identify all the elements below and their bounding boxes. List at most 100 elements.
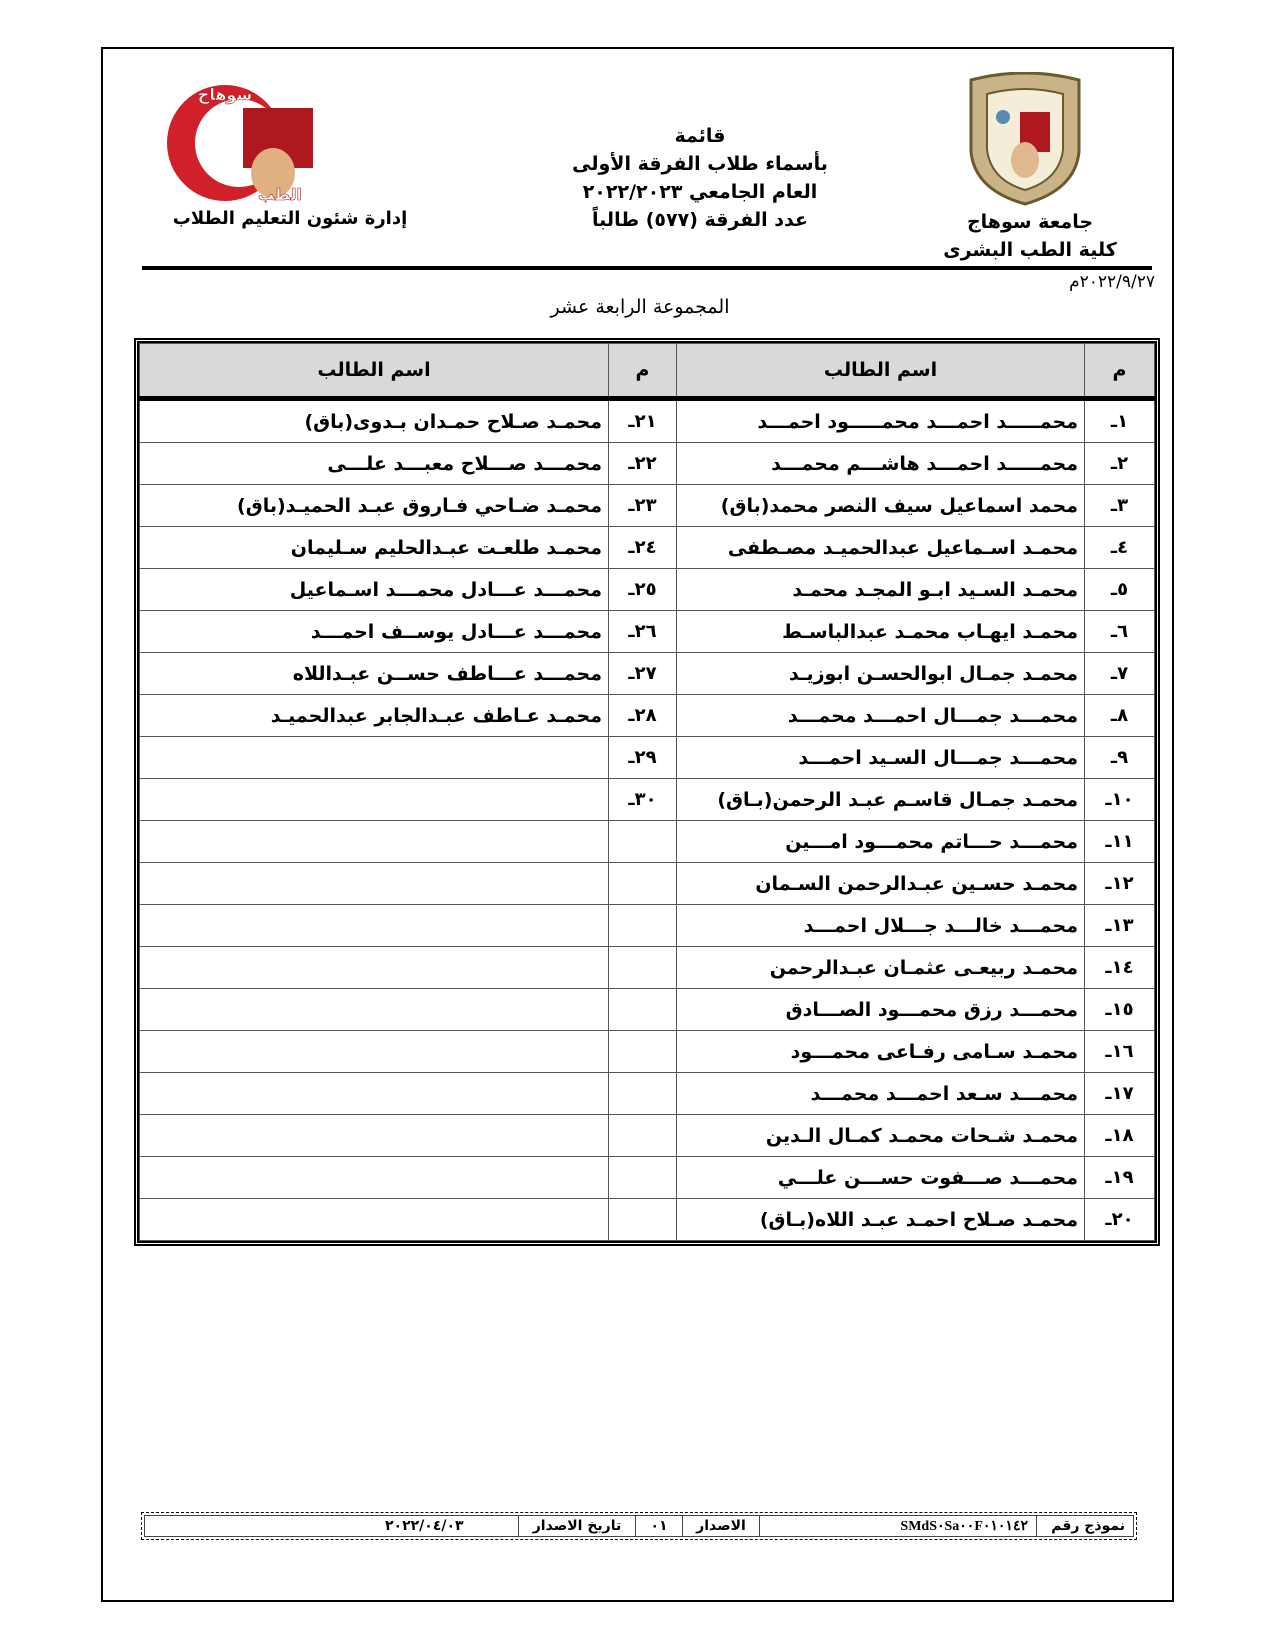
university-seal bbox=[965, 72, 1085, 208]
student-name: محمـــد جمـــال السـيد احمـــد bbox=[676, 736, 1085, 779]
form-footer: نموذج رقم SMdS٠Sa٠٠F٠١٠١٤٢ الاصدار ٠١ تا… bbox=[141, 1512, 1137, 1540]
page-border bbox=[101, 47, 1174, 1602]
student-number: ١٠ـ bbox=[1084, 778, 1155, 821]
table-row: ١١ـ محمـــد حـــاتم محمـــود امـــين bbox=[139, 820, 1155, 863]
student-number bbox=[608, 862, 677, 905]
title-line: العام الجامعي ٢٠٢٢/٢٠٢٣ bbox=[582, 181, 818, 203]
student-number: ١ـ bbox=[1084, 398, 1155, 443]
form-number: SMdS٠Sa٠٠F٠١٠١٤٢ bbox=[759, 1515, 1037, 1537]
department-name: إدارة شئون التعليم الطلاب bbox=[172, 208, 408, 229]
issue-number: ٠١ bbox=[635, 1515, 683, 1537]
student-name: محمـد ايهـاب محمـد عبدالباسـط bbox=[676, 610, 1085, 653]
student-number bbox=[608, 820, 677, 863]
student-number: ٣ـ bbox=[1084, 484, 1155, 527]
student-name: محمـــــد احمـــد هاشـــم محمـــد bbox=[676, 442, 1085, 485]
student-number: ١٢ـ bbox=[1084, 862, 1155, 905]
student-name: محمـد جمـال ابوالحسـن ابوزيـد bbox=[676, 652, 1085, 695]
student-number: ٣٠ـ bbox=[608, 778, 677, 821]
issue-date: ٢٠٢٢/٠٤/٠٣ bbox=[144, 1515, 519, 1537]
student-number: ١٨ـ bbox=[1084, 1114, 1155, 1157]
student-number: ٢ـ bbox=[1084, 442, 1155, 485]
student-number bbox=[608, 1156, 677, 1199]
student-name: محمـــد جمـــال احمـــد محمـــد bbox=[676, 694, 1085, 737]
student-number: ١١ـ bbox=[1084, 820, 1155, 863]
student-number bbox=[608, 946, 677, 989]
student-name bbox=[139, 1114, 609, 1157]
table-row: ١٨ـ محمـد شـحات محمـد كمـال الـدين bbox=[139, 1114, 1155, 1157]
student-number: ١٧ـ bbox=[1084, 1072, 1155, 1115]
student-name bbox=[139, 946, 609, 989]
form-number-label: نموذج رقم bbox=[1036, 1515, 1134, 1537]
student-name bbox=[139, 1030, 609, 1073]
student-name: محمـــد عـــادل محمـــد اسـماعيل bbox=[139, 568, 609, 611]
table-row: ٨ـ محمـــد جمـــال احمـــد محمـــد ٢٨ـ محمـ… bbox=[139, 694, 1155, 737]
student-name: محمـــد رزق محمـــود الصـــادق bbox=[676, 988, 1085, 1031]
student-name: محمـــد عـــاطف حســن عبـداللاه bbox=[139, 652, 609, 695]
student-number bbox=[608, 1198, 677, 1241]
student-name: محمـــــد احمـــد محمـــــود احمـــد bbox=[676, 398, 1085, 443]
table-row: ٥ـ محمـد السـيد ابـو المجـد محمـد ٢٥ـ محمــ… bbox=[139, 568, 1155, 611]
student-name: محمـد ربيعـى عثمـان عبـدالرحمن bbox=[676, 946, 1085, 989]
student-number: ١٣ـ bbox=[1084, 904, 1155, 947]
student-name bbox=[139, 820, 609, 863]
student-name: محمـد عـاطف عبـدالجابر عبدالحميـد bbox=[139, 694, 609, 737]
document-date: ٢٠٢٢/٩/٢٧م bbox=[1069, 272, 1155, 292]
table-row: ١٠ـ محمـد جمـال قاسـم عبـد الرحمن(بـاق) ٣٠… bbox=[139, 778, 1155, 821]
student-number: ٢٢ـ bbox=[608, 442, 677, 485]
student-number: ٢٩ـ bbox=[608, 736, 677, 779]
student-name: محمـد ضـاحي فـاروق عبـد الحميـد(باق) bbox=[139, 484, 609, 527]
student-name: محمد اسماعيل سيف النصر محمد(باق) bbox=[676, 484, 1085, 527]
table-row: ٢٠ـ محمـد صـلاح احمـد عبـد اللاه(بـاق) bbox=[139, 1198, 1155, 1241]
student-name bbox=[139, 778, 609, 821]
student-number: ٢٠ـ bbox=[1084, 1198, 1155, 1241]
issue-label: الاصدار bbox=[682, 1515, 760, 1537]
table-row: ١٥ـ محمـــد رزق محمـــود الصـــادق bbox=[139, 988, 1155, 1031]
student-number: ٢٤ـ bbox=[608, 526, 677, 569]
student-number: ٢٨ـ bbox=[608, 694, 677, 737]
issue-date-label: تاريخ الاصدار bbox=[518, 1515, 636, 1537]
student-number: ٧ـ bbox=[1084, 652, 1155, 695]
student-name: محمـد طلعـت عبـدالحليم سـليمان bbox=[139, 526, 609, 569]
student-number: ٥ـ bbox=[1084, 568, 1155, 611]
student-number bbox=[608, 904, 677, 947]
student-name: محمـد السـيد ابـو المجـد محمـد bbox=[676, 568, 1085, 611]
table-row: ١٣ـ محمـــد خالـــد جـــلال احمـــد bbox=[139, 904, 1155, 947]
student-number: ٢٥ـ bbox=[608, 568, 677, 611]
student-name: محمـد صـلاح احمـد عبـد اللاه(بـاق) bbox=[676, 1198, 1085, 1241]
student-name: محمـــد صـــفوت حســـن علـــي bbox=[676, 1156, 1085, 1199]
document-title: قائمة بأسماء طلاب الفرقة الأولى العام ال… bbox=[440, 122, 960, 234]
column-header-name: اسم الطالب bbox=[139, 343, 609, 401]
student-number bbox=[608, 988, 677, 1031]
student-name: محمـد سـامى رفـاعى محمـــود bbox=[676, 1030, 1085, 1073]
student-number: ٩ـ bbox=[1084, 736, 1155, 779]
student-name: محمـــد سـعد احمـــد محمـــد bbox=[676, 1072, 1085, 1115]
student-name bbox=[139, 1156, 609, 1199]
student-name: محمـد حسـين عبـدالرحمن السـمان bbox=[676, 862, 1085, 905]
student-number: ١٤ـ bbox=[1084, 946, 1155, 989]
student-name: محمـــد عـــادل يوســف احمـــد bbox=[139, 610, 609, 653]
table-row: ١ـ محمـــــد احمـــد محمـــــود احمـــد ٢١… bbox=[139, 398, 1155, 443]
faculty-logo: سوهاج الطب bbox=[155, 78, 335, 208]
student-name bbox=[139, 1072, 609, 1115]
student-number bbox=[608, 1030, 677, 1073]
table-row: ٢ـ محمـــــد احمـــد هاشـــم محمـــد ٢٢ـ مح… bbox=[139, 442, 1155, 485]
column-header-name: اسم الطالب bbox=[676, 343, 1085, 401]
university-name: جامعة سوهاج bbox=[966, 211, 1094, 233]
table-row: ٤ـ محمـد اسـماعيل عبدالحميـد مصـطفى ٢٤ـ محم… bbox=[139, 526, 1155, 569]
student-name: محمـد صـلاح حمـدان بـدوى(باق) bbox=[139, 398, 609, 443]
student-number: ١٩ـ bbox=[1084, 1156, 1155, 1199]
student-name bbox=[139, 1198, 609, 1241]
student-number: ٢٣ـ bbox=[608, 484, 677, 527]
student-number: ٦ـ bbox=[1084, 610, 1155, 653]
students-table: م اسم الطالب م اسم الطالب ١ـ محمـــــد اح… bbox=[134, 338, 1160, 1246]
student-number: ١٦ـ bbox=[1084, 1030, 1155, 1073]
svg-text:الطب: الطب bbox=[258, 185, 302, 204]
student-name: محمـــد صـــلاح معبـــد علـــى bbox=[139, 442, 609, 485]
table-row: ٧ـ محمـد جمـال ابوالحسـن ابوزيـد ٢٧ـ محمـــ… bbox=[139, 652, 1155, 695]
student-name bbox=[139, 904, 609, 947]
student-name bbox=[139, 736, 609, 779]
student-number: ٢٦ـ bbox=[608, 610, 677, 653]
student-name: محمـــد خالـــد جـــلال احمـــد bbox=[676, 904, 1085, 947]
student-number: ٨ـ bbox=[1084, 694, 1155, 737]
student-name: محمـــد حـــاتم محمـــود امـــين bbox=[676, 820, 1085, 863]
